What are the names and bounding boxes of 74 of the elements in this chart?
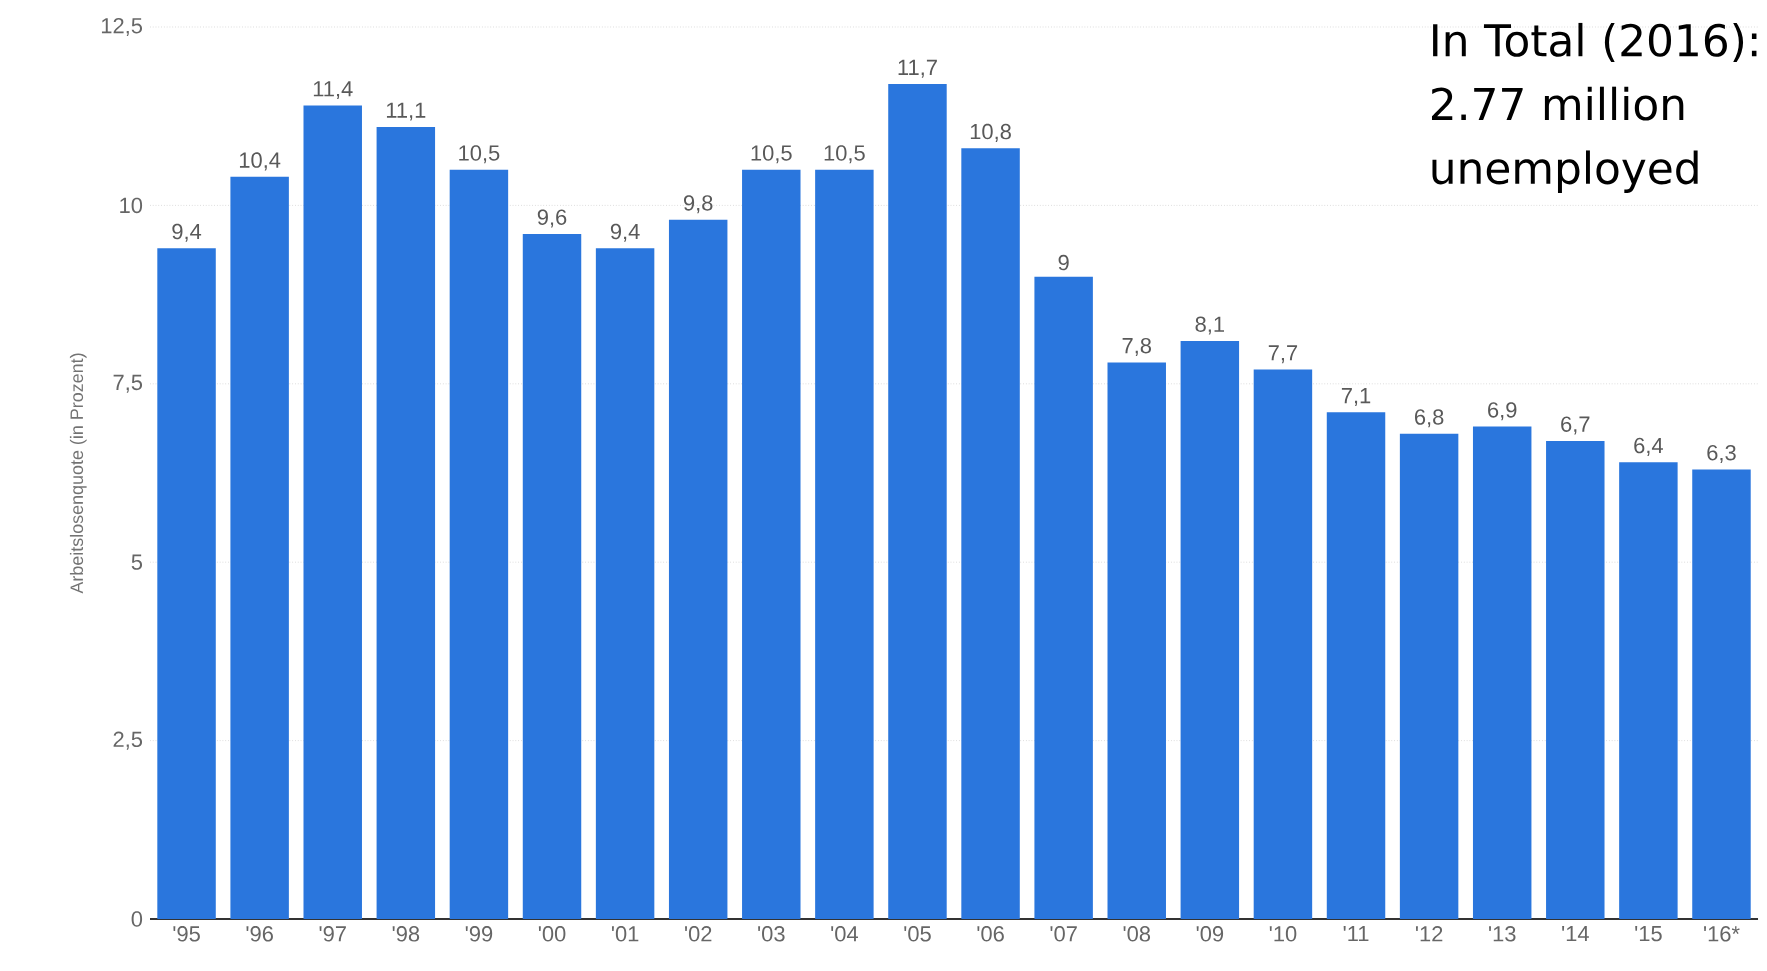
x-tick-label: '12 <box>1415 926 1443 942</box>
x-tick-label: '07 <box>1050 926 1077 942</box>
bar <box>595 248 655 919</box>
bar <box>1253 369 1313 919</box>
data-label: 11,4 <box>313 81 353 100</box>
bar <box>1546 440 1605 919</box>
y-tick-label: 2,5 <box>113 731 143 750</box>
bar <box>1619 462 1678 919</box>
data-label: 9 <box>1058 254 1069 271</box>
data-label: 9,8 <box>683 195 713 214</box>
bar <box>376 126 436 919</box>
data-label: 9,4 <box>610 223 640 242</box>
x-tick-label: '08 <box>1123 926 1151 942</box>
x-tick-label: '97 <box>319 926 346 942</box>
data-label: 10,5 <box>751 145 792 164</box>
bar <box>1692 469 1751 919</box>
x-tick-label: '05 <box>904 926 931 942</box>
annotation: In Total (2016): 2.77 million unemployed <box>1431 22 1757 193</box>
data-label: 10,8 <box>970 123 1011 142</box>
x-tick-label: '99 <box>465 926 493 942</box>
x-tick-label: '95 <box>173 926 200 942</box>
data-label: 9,6 <box>537 209 567 228</box>
bar <box>230 176 289 919</box>
data-label: 10,5 <box>824 145 865 164</box>
bar <box>449 169 509 919</box>
bar <box>522 233 582 919</box>
bar <box>157 248 216 919</box>
bar <box>742 169 801 919</box>
x-tick-label: '96 <box>246 926 273 942</box>
data-label: 10,4 <box>239 152 281 171</box>
y-tick-label: 0 <box>131 911 143 927</box>
x-tick-label: '01 <box>611 926 639 942</box>
x-tick-label: '03 <box>758 926 785 942</box>
data-label: 11,1 <box>386 102 426 121</box>
data-label: 9,4 <box>172 223 202 242</box>
bar <box>1107 362 1166 919</box>
y-tick-label: 7,5 <box>113 374 143 393</box>
data-label: 11,7 <box>898 59 937 78</box>
x-tick-label: '15 <box>1635 926 1662 942</box>
data-label: 10,5 <box>459 145 500 164</box>
bar <box>303 105 362 919</box>
data-label: 6,9 <box>1488 402 1517 421</box>
bar <box>961 148 1020 919</box>
bar <box>815 169 874 919</box>
y-tick-label: 12,5 <box>101 17 143 37</box>
bar <box>1326 412 1386 919</box>
x-tick-label: '11 <box>1343 926 1369 942</box>
y-tick-label: 10 <box>120 197 143 214</box>
x-tick-label: '10 <box>1269 926 1297 942</box>
x-tick-label: '09 <box>1196 926 1224 942</box>
data-label: 6,3 <box>1707 444 1736 464</box>
bar <box>1180 340 1240 919</box>
x-tick-label: '00 <box>538 926 566 942</box>
bar <box>1034 276 1093 919</box>
x-tick-label: '13 <box>1489 926 1516 942</box>
data-label: 6,8 <box>1415 409 1444 428</box>
x-tick-label: '02 <box>685 926 712 942</box>
data-label: 6,4 <box>1634 437 1663 456</box>
x-tick-label: '06 <box>977 926 1004 942</box>
data-label: 7,7 <box>1268 345 1298 364</box>
data-label: 8,1 <box>1195 316 1224 335</box>
data-label: 7,8 <box>1122 337 1151 356</box>
bar <box>1472 426 1532 919</box>
bar <box>1399 433 1459 919</box>
y-tick-label: 5 <box>131 554 143 570</box>
data-label: 7,1 <box>1341 388 1371 406</box>
y-axis-title: Arbeitslosenquote (in Prozent) <box>69 353 87 594</box>
bar <box>888 84 947 919</box>
bar <box>668 219 728 919</box>
data-label: 6,7 <box>1561 416 1590 435</box>
x-tick-label: '14 <box>1562 926 1589 942</box>
x-tick-label: '04 <box>831 926 858 942</box>
x-tick-label: '16* <box>1704 926 1740 942</box>
x-tick-label: '98 <box>392 926 420 942</box>
